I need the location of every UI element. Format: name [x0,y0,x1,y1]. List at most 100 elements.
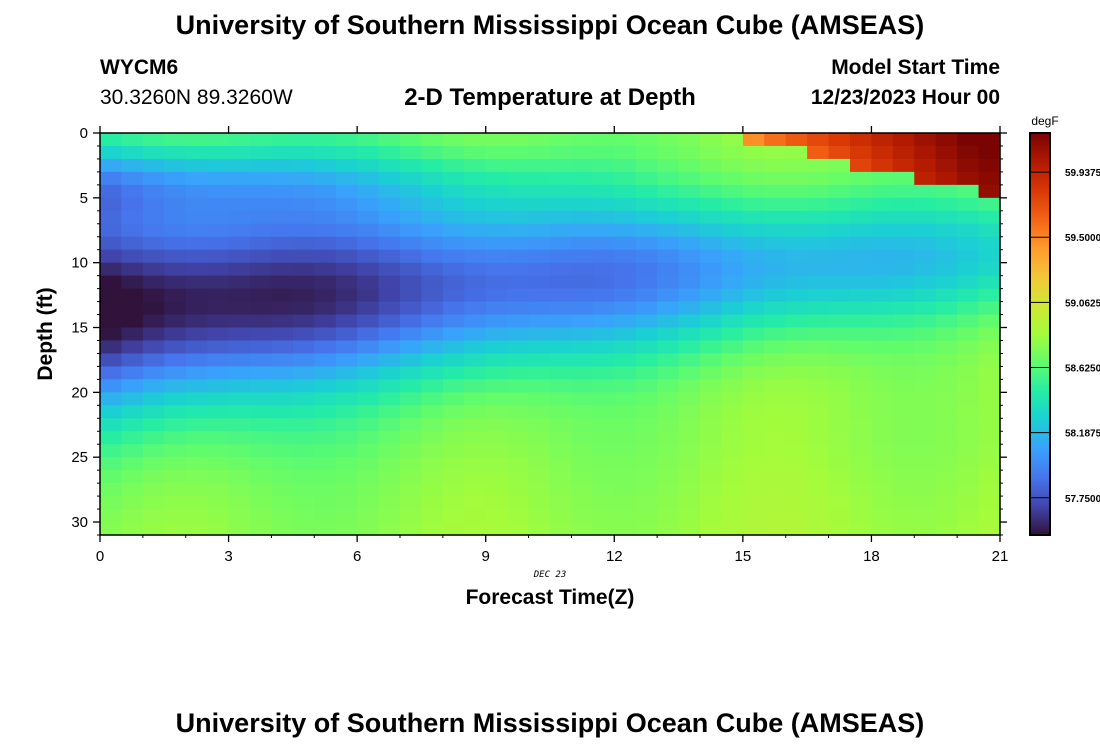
heatmap-cell [357,184,380,199]
heatmap-cell [742,145,765,160]
heatmap-cell [807,133,830,147]
heatmap-cell [871,483,894,497]
heatmap-cell [378,457,401,471]
heatmap-cell [485,522,508,536]
heatmap-cell [635,262,658,277]
heatmap-cell [978,288,1001,303]
heatmap-cell [507,496,530,510]
heatmap-cell [678,470,701,484]
heatmap-cell [721,470,744,484]
heatmap-cell [378,210,401,225]
heatmap-cell [764,158,787,173]
heatmap-cell [378,353,401,368]
heatmap-cell [485,197,508,212]
heatmap-cell [892,288,915,303]
heatmap-cell [871,145,894,160]
heatmap-cell [378,314,401,329]
heatmap-cell [378,340,401,355]
heatmap-cell [914,184,937,199]
heatmap-cell [507,457,530,471]
heatmap-cell [357,145,380,160]
heatmap-cell [271,509,294,523]
heatmap-cell [935,262,958,277]
heatmap-cell [721,288,744,303]
heatmap-cell [485,431,508,445]
heatmap-cell [764,223,787,238]
heatmap-cell [357,158,380,173]
heatmap-cell [335,249,358,264]
heatmap-cell [378,197,401,212]
heatmap-cell [635,133,658,147]
heatmap-cell [142,288,165,303]
heatmap-cell [957,327,980,342]
heatmap-cell [400,301,423,316]
heatmap-cell [764,392,787,406]
heatmap-cell [228,288,251,303]
heatmap-cell [271,171,294,186]
heatmap-cell [957,470,980,484]
heatmap-cell [550,210,573,225]
heatmap-cell [164,353,187,368]
heatmap-cell [100,457,123,471]
heatmap-cell [335,379,358,393]
heatmap-cell [978,171,1001,186]
heatmap-cell [250,522,273,536]
heatmap-cell [528,457,551,471]
heatmap-cell [421,184,444,199]
heatmap-cell [657,158,680,173]
heatmap-cell [314,522,337,536]
heatmap-cell [828,483,851,497]
heatmap-cell [250,133,273,147]
heatmap-cell [164,210,187,225]
heatmap-cell [764,327,787,342]
heatmap-cell [164,392,187,406]
heatmap-cell [828,262,851,277]
heatmap-cell [635,327,658,342]
heatmap-cell [164,301,187,316]
heatmap-cell [871,158,894,173]
heatmap-cell [678,444,701,458]
heatmap-cell [228,496,251,510]
heatmap-cell [335,275,358,290]
heatmap-cell [550,405,573,419]
heatmap-cell [100,327,123,342]
heatmap-cell [528,392,551,406]
heatmap-cell [828,197,851,212]
heatmap-cell [550,327,573,342]
heatmap-cell [335,483,358,497]
heatmap-cell [592,262,615,277]
model-start-value: 12/23/2023 Hour 00 [810,86,1000,109]
heatmap-cell [250,327,273,342]
heatmap-cell [828,210,851,225]
model-start-label: Model Start Time [831,56,1000,79]
heatmap-cell [357,379,380,393]
heatmap-cell [935,340,958,355]
heatmap-cell [485,327,508,342]
heatmap-cell [121,483,144,497]
heatmap-cell [400,457,423,471]
heatmap-cell [635,405,658,419]
heatmap-cell [185,509,208,523]
heatmap-cell [507,379,530,393]
heatmap-cell [121,171,144,186]
heatmap-cell [614,366,637,380]
heatmap-cell [742,509,765,523]
heatmap-cell [785,340,808,355]
heatmap-cell [485,509,508,523]
heatmap-cell [250,366,273,380]
heatmap-cell [678,210,701,225]
heatmap-cell [635,496,658,510]
heatmap-cell [807,327,830,342]
heatmap-cell [892,145,915,160]
heatmap-cell [421,236,444,251]
heatmap-cell [678,262,701,277]
heatmap-cell [357,236,380,251]
heatmap-cell [314,223,337,238]
heatmap-cell [742,353,765,368]
heatmap-cell [142,418,165,432]
colorbar-tick-label: 59.9375 [1065,168,1100,179]
heatmap-cell [914,210,937,225]
heatmap-cell [207,314,230,329]
heatmap-cell [121,210,144,225]
heatmap-cell [785,301,808,316]
